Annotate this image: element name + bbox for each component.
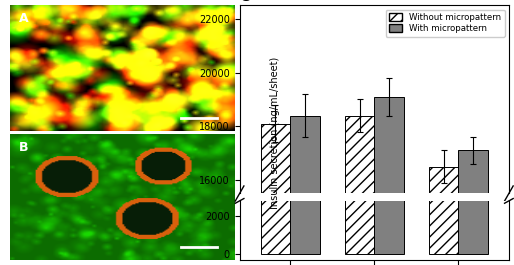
Legend: Without micropattern, With micropattern: Without micropattern, With micropattern xyxy=(386,10,505,37)
Bar xyxy=(290,0,320,254)
Bar xyxy=(345,0,374,254)
Bar xyxy=(290,116,320,265)
Bar xyxy=(458,151,488,265)
Bar xyxy=(458,0,488,254)
Bar xyxy=(429,167,458,265)
Bar xyxy=(374,0,403,254)
Text: Insulin secretion (ng/mL/sheet): Insulin secretion (ng/mL/sheet) xyxy=(270,56,280,209)
Text: B: B xyxy=(19,141,29,154)
Bar xyxy=(345,116,374,265)
Bar xyxy=(261,0,290,254)
Bar xyxy=(429,0,458,254)
Bar xyxy=(374,97,403,265)
Text: A: A xyxy=(19,12,29,25)
Text: C: C xyxy=(240,0,250,4)
Bar xyxy=(261,123,290,265)
